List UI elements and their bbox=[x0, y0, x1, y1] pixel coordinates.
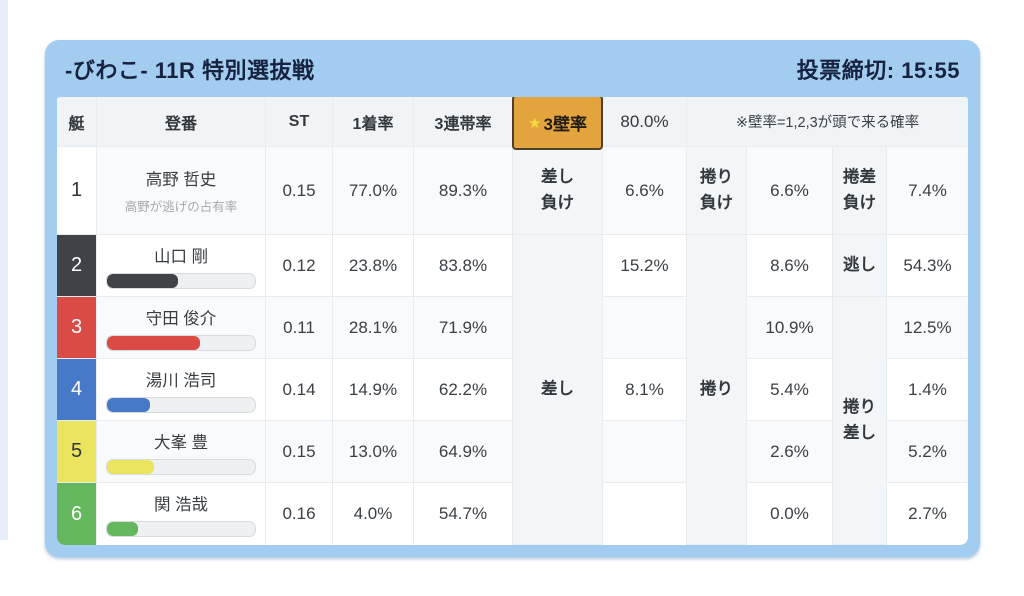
win-rate-value: 4.0% bbox=[333, 483, 414, 545]
col-header-boat: 艇 bbox=[57, 97, 97, 147]
share-bar bbox=[106, 521, 256, 537]
racer-cell: 山口 剛 bbox=[97, 235, 266, 297]
wall-rate-label: 3壁率 bbox=[543, 115, 587, 134]
makurizashi-value: 1.4% bbox=[887, 359, 968, 421]
wall-rate-note: ※壁率=1,2,3が頭で来る確率 bbox=[687, 97, 968, 147]
top3-rate-value: 71.9% bbox=[414, 297, 513, 359]
makurizashi-lose-value: 7.4% bbox=[887, 147, 968, 235]
sashi-value bbox=[603, 421, 687, 483]
sashi-value: 8.1% bbox=[603, 359, 687, 421]
win-rate-value: 23.8% bbox=[333, 235, 414, 297]
win-rate-value: 14.9% bbox=[333, 359, 414, 421]
top3-rate-value: 89.3% bbox=[414, 147, 513, 235]
col-header-top3-rate: 3連帯率 bbox=[414, 97, 513, 147]
st-value: 0.15 bbox=[266, 421, 333, 483]
win-rate-value: 13.0% bbox=[333, 421, 414, 483]
racer-name: 高野 哲史 bbox=[145, 171, 217, 189]
makuri-value: 10.9% bbox=[747, 297, 833, 359]
share-bar bbox=[106, 396, 256, 413]
col-header-entry: 登番 bbox=[97, 97, 266, 147]
st-value: 0.16 bbox=[266, 483, 333, 545]
racer-cell: 関 浩哉 bbox=[97, 483, 266, 545]
top3-rate-value: 64.9% bbox=[414, 421, 513, 483]
sashi-value: 15.2% bbox=[603, 235, 687, 297]
racer-cell: 湯川 浩司 bbox=[97, 359, 266, 421]
makuri-value: 0.0% bbox=[747, 483, 833, 545]
racer-cell: 高野 哲史 高野が逃げの占有率 bbox=[97, 147, 266, 235]
makuri-value: 5.4% bbox=[747, 359, 833, 421]
page-left-strip bbox=[0, 0, 8, 540]
win-rate-value: 77.0% bbox=[333, 147, 414, 235]
lane-number: 2 bbox=[57, 235, 97, 297]
sashi-lose-value: 6.6% bbox=[603, 147, 687, 235]
lane-number: 5 bbox=[57, 421, 97, 483]
st-value: 0.12 bbox=[266, 235, 333, 297]
makuri-lose-value: 6.6% bbox=[747, 147, 833, 235]
star-icon: ★ bbox=[528, 114, 542, 132]
table-panel: 艇 登番 ST 1着率 3連帯率 ★ 3壁率 80.0% ※壁率=1,2,3が頭… bbox=[57, 97, 968, 545]
st-value: 0.15 bbox=[266, 147, 333, 235]
wall-rate-badge[interactable]: ★ 3壁率 bbox=[512, 97, 603, 150]
label-makurizashi: 捲り 差し bbox=[833, 297, 887, 545]
share-bar-fill bbox=[107, 522, 139, 536]
sashi-value bbox=[603, 297, 687, 359]
racer-cell: 大峯 豊 bbox=[97, 421, 266, 483]
race-title: -びわこ- 11R 特別選抜戦 bbox=[65, 57, 315, 83]
label-makurizashi-lose: 捲差 負け bbox=[833, 147, 887, 235]
vote-deadline: 投票締切: 15:55 bbox=[796, 57, 960, 83]
racer-cell: 守田 俊介 bbox=[97, 297, 266, 359]
label-nigashi: 逃し bbox=[833, 235, 887, 297]
label-makuri-lose: 捲り 負け bbox=[687, 147, 747, 235]
racer-name: 大峯 豊 bbox=[153, 433, 209, 452]
label-sashi: 差し bbox=[513, 235, 603, 545]
share-bar-fill bbox=[107, 273, 179, 288]
label-sashi-lose: 差し 負け bbox=[513, 147, 603, 235]
share-bar-fill bbox=[107, 397, 150, 412]
col-header-wall-rate: ★ 3壁率 bbox=[512, 97, 603, 150]
makurizashi-value: 12.5% bbox=[887, 297, 968, 359]
racer-name: 守田 俊介 bbox=[145, 309, 217, 328]
racer-note: 高野が逃げの占有率 bbox=[124, 200, 238, 214]
share-bar bbox=[106, 272, 256, 289]
col-header-win-rate: 1着率 bbox=[333, 97, 414, 147]
lane-number: 3 bbox=[57, 297, 97, 359]
label-makuri: 捲り bbox=[687, 235, 747, 545]
share-bar bbox=[106, 334, 256, 351]
sashi-value bbox=[603, 483, 687, 545]
win-rate-value: 28.1% bbox=[333, 297, 414, 359]
race-card: -びわこ- 11R 特別選抜戦 投票締切: 15:55 艇 登番 ST 1着率 … bbox=[45, 40, 980, 557]
st-value: 0.14 bbox=[266, 359, 333, 421]
lane-number: 4 bbox=[57, 359, 97, 421]
wall-rate-value: 80.0% bbox=[603, 97, 687, 147]
makuri-value: 2.6% bbox=[747, 421, 833, 483]
top3-rate-value: 83.8% bbox=[414, 235, 513, 297]
top3-rate-value: 54.7% bbox=[414, 483, 513, 545]
share-bar bbox=[106, 458, 256, 475]
makurizashi-value: 2.7% bbox=[908, 504, 947, 523]
col-header-st: ST bbox=[266, 97, 333, 147]
top3-rate-value: 62.2% bbox=[414, 359, 513, 421]
lane-number: 6 bbox=[57, 483, 97, 545]
race-table: 艇 登番 ST 1着率 3連帯率 ★ 3壁率 80.0% ※壁率=1,2,3が頭… bbox=[57, 97, 968, 545]
lane-number: 1 bbox=[57, 147, 97, 235]
racer-name: 山口 剛 bbox=[153, 247, 209, 266]
makurizashi-value: 5.2% bbox=[887, 421, 968, 483]
title-bar: -びわこ- 11R 特別選抜戦 投票締切: 15:55 bbox=[57, 40, 968, 97]
makuri-value: 8.6% bbox=[747, 235, 833, 297]
racer-name: 湯川 浩司 bbox=[145, 371, 217, 390]
nigashi-value: 54.3% bbox=[887, 235, 968, 297]
racer-name: 関 浩哉 bbox=[153, 496, 209, 514]
st-value: 0.11 bbox=[266, 297, 333, 359]
share-bar-fill bbox=[107, 459, 155, 474]
share-bar-fill bbox=[107, 335, 201, 350]
